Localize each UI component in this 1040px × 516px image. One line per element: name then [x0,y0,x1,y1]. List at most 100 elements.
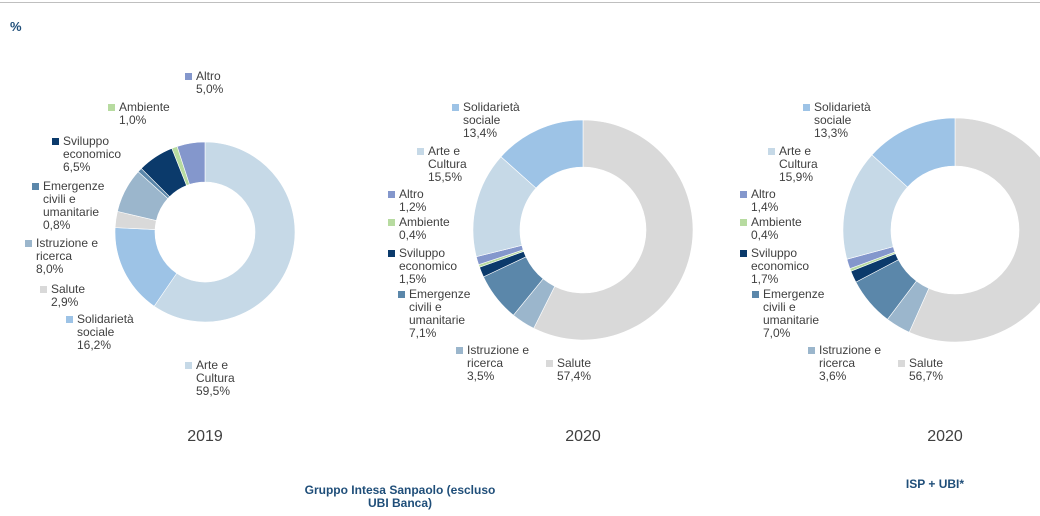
legend-swatch [388,191,395,198]
category-name: Ambiente [119,100,170,114]
slice-label: Sviluppo economico 6,5% [52,135,125,174]
category-name: Ambiente [751,215,802,229]
legend-swatch [898,360,905,367]
category-name: Istruzione e ricerca [467,343,530,370]
value-label: 1,5% [399,272,427,286]
category-name: Arte e Cultura [779,144,818,171]
slice-label: Solidarietà sociale 16,2% [66,313,139,352]
legend-swatch [546,360,553,367]
category-name: Solidarietà sociale [814,100,871,127]
slice-label: Solidarietà sociale 13,4% [452,101,525,140]
category-name: Solidarietà sociale [77,312,134,339]
legend-swatch [66,316,73,323]
value-label: 0,4% [399,228,427,242]
legend-swatch [388,219,395,226]
slice-label: Ambiente 0,4% [388,216,509,242]
legend-swatch [740,191,747,198]
slice-label: Altro 1,4% [740,188,861,214]
value-label: 0,8% [43,218,71,232]
category-name: Altro [751,187,776,201]
category-name: Emergenze civili e umanitarie [409,287,471,327]
slice-label: Altro 5,0% [185,70,306,96]
slice-label: Ambiente 1,0% [108,101,229,127]
slice-label: Emergenze civili e umanitarie 7,1% [398,288,479,340]
slice-label: Arte e Cultura 59,5% [185,359,241,398]
top-rule [0,2,1040,3]
legend-swatch [768,148,775,155]
value-label: 16,2% [77,338,112,352]
value-label: 6,5% [63,160,91,174]
value-label: 2,9% [51,295,79,309]
category-name: Sviluppo economico [63,134,122,161]
value-label: 3,5% [467,369,495,383]
slice-label: Emergenze civili e umanitarie 0,8% [32,180,113,232]
category-name: Ambiente [399,215,450,229]
legend-swatch [452,104,459,111]
slice-label: Istruzione e ricerca 3,5% [456,344,547,383]
value-label: 0,4% [751,228,779,242]
donut-slice [153,141,296,323]
category-name: Arte e Cultura [196,358,235,385]
donut-slice [500,119,584,189]
legend-swatch [32,183,39,190]
category-name: Istruzione e ricerca [819,343,882,370]
category-name: Emergenze civili e umanitarie [43,179,105,219]
legend-swatch [456,347,463,354]
value-label: 7,1% [409,326,437,340]
legend-swatch [185,73,192,80]
legend-swatch [52,138,59,145]
donut-slice [533,119,694,341]
donut-slice [908,117,1040,343]
legend-swatch [398,291,405,298]
value-label: 15,5% [428,170,463,184]
value-label: 59,5% [196,384,231,398]
chart-title: 2020 [927,428,963,445]
legend-swatch [388,250,395,257]
unit-label: % [10,19,22,34]
category-name: Salute [557,356,592,370]
value-label: 13,3% [814,126,849,140]
category-name: Salute [51,282,86,296]
category-name: Solidarietà sociale [463,100,520,127]
legend-swatch [40,286,47,293]
category-name: Istruzione e ricerca [36,236,99,263]
chart-title: 2019 [187,428,223,445]
value-label: 5,0% [196,82,224,96]
value-label: 56,7% [909,369,944,383]
category-name: Arte e Cultura [428,144,467,171]
donut-slice [176,141,206,185]
caption: Gruppo Intesa Sanpaolo (escluso UBI Banc… [304,483,496,510]
legend-swatch [740,250,747,257]
category-name: Salute [909,356,944,370]
slice-label: Sviluppo economico 1,5% [388,247,461,286]
legend-swatch [108,104,115,111]
slice-label: Istruzione e ricerca 8,0% [25,237,116,276]
slice-label: Altro 1,2% [388,188,509,214]
donut-slice [871,117,956,188]
value-label: 1,0% [119,113,147,127]
value-label: 7,0% [763,326,791,340]
category-name: Sviluppo economico [399,246,458,273]
value-label: 1,2% [399,200,427,214]
slice-label: Ambiente 0,4% [740,216,861,242]
legend-swatch [752,291,759,298]
slice-label: Arte e Cultura 15,9% [768,145,824,184]
slice-label: Salute 57,4% [546,357,667,383]
category-name: Altro [399,187,424,201]
slice-label: Salute 56,7% [898,357,1019,383]
value-label: 13,4% [463,126,498,140]
slice-label: Arte e Cultura 15,5% [417,145,473,184]
category-name: Altro [196,69,221,83]
legend-swatch [803,104,810,111]
category-name: Emergenze civili e umanitarie [763,287,825,327]
chart-title: 2020 [565,428,601,445]
slice-label: Istruzione e ricerca 3,6% [808,344,899,383]
value-label: 1,7% [751,272,779,286]
category-name: Sviluppo economico [751,246,810,273]
caption: ISP + UBI* [905,477,965,491]
value-label: 8,0% [36,262,64,276]
slice-label: Solidarietà sociale 13,3% [803,101,876,140]
legend-swatch [185,362,192,369]
